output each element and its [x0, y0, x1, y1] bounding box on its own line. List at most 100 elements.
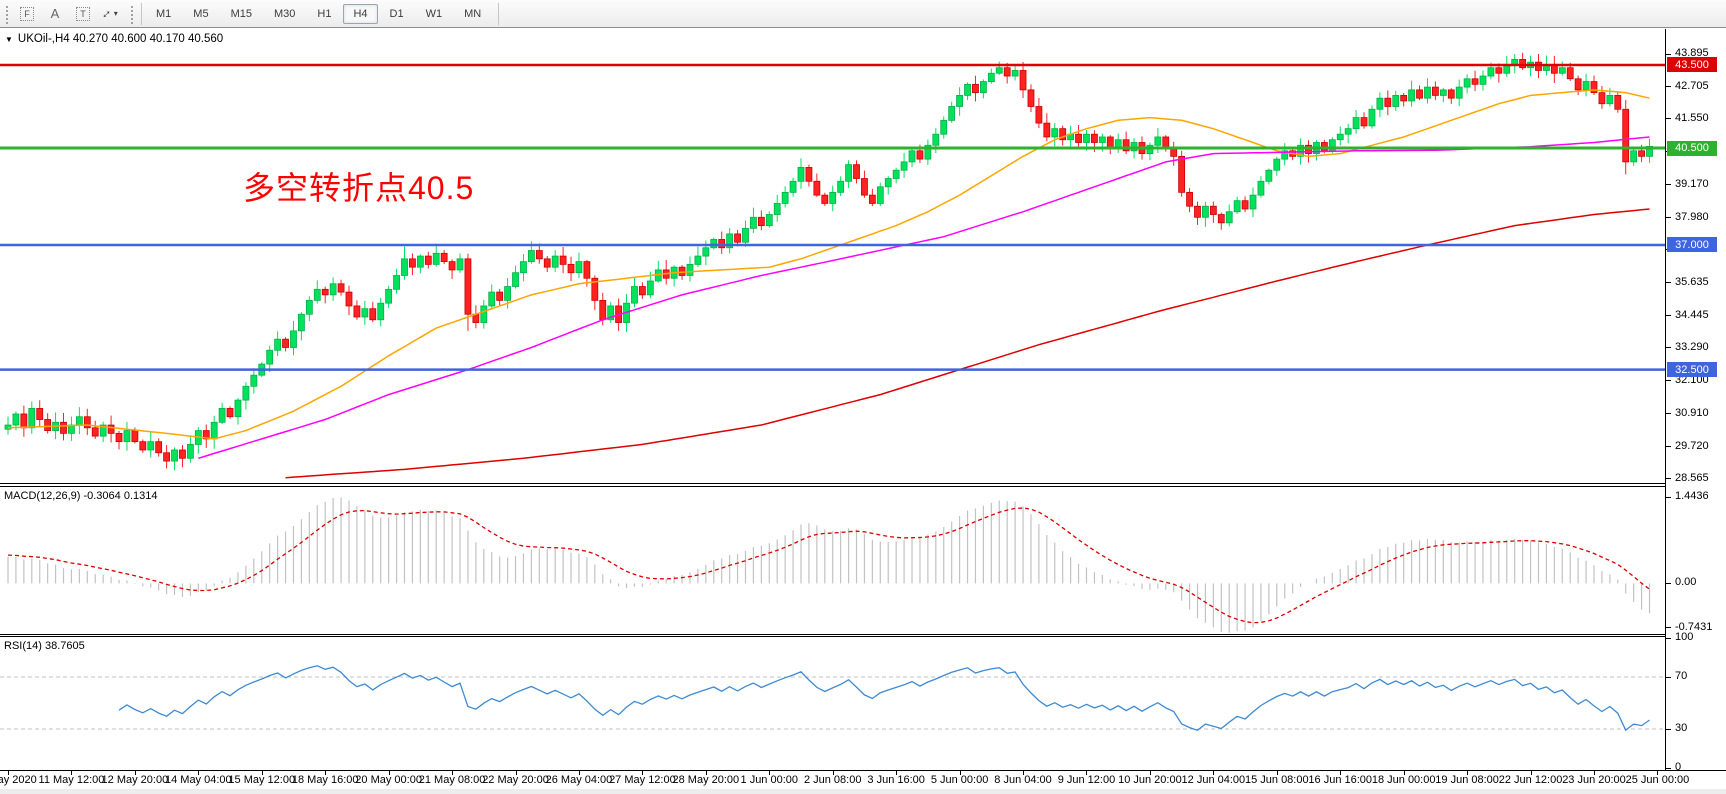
- text-label-button[interactable]: A: [43, 3, 67, 25]
- time-tick-dash: [71, 771, 73, 775]
- price-tick-label: 33.290: [1675, 340, 1709, 353]
- text-box-button[interactable]: T: [71, 3, 95, 25]
- time-tick-label: 12 May 20:00: [101, 774, 169, 786]
- time-tick-label: 19 Jun 08:00: [1435, 774, 1499, 786]
- time-tick-dash: [896, 771, 898, 775]
- time-tick-label: 20 May 00:00: [355, 774, 422, 786]
- arrow-styles-button[interactable]: ↕ ▾: [99, 3, 123, 25]
- time-tick-label: 26 May 04:00: [545, 774, 613, 786]
- rsi-chart[interactable]: [0, 637, 1665, 770]
- time-tick-label: 9 Jun 12:00: [1057, 774, 1116, 786]
- time-tick-dash: [8, 771, 9, 775]
- rsi-tick-dash: [1666, 676, 1671, 678]
- time-tick-label: 14 May 04:00: [164, 774, 232, 786]
- panel-divider[interactable]: [0, 636, 1726, 637]
- text-label-icon: A: [50, 6, 60, 21]
- price-tick-dash: [1666, 217, 1671, 219]
- time-tick-label: 28 May 20:00: [672, 774, 740, 786]
- macd-histogram[interactable]: [7, 497, 1651, 633]
- time-tick-dash: [769, 771, 771, 775]
- time-tick-dash: [1530, 771, 1532, 775]
- price-tick-label: 41.550: [1675, 111, 1709, 124]
- time-tick-dash: [388, 771, 390, 775]
- rsi-tick-dash: [1666, 728, 1671, 730]
- symbol-dropdown-icon[interactable]: ▼: [5, 34, 13, 44]
- tf-button-H4[interactable]: H4: [343, 3, 378, 24]
- time-tick-label: 22 May 20:00: [482, 774, 549, 786]
- rsi-tick-dash: [1666, 637, 1671, 639]
- annotation-text: 多空转折点40.5: [243, 170, 475, 206]
- bottom-strip: [0, 789, 1726, 794]
- symbol-ohlc-text: UKOil-,H4 40.270 40.600 40.170 40.560: [17, 33, 224, 45]
- price-flag-37.000: 37.000: [1667, 237, 1717, 253]
- time-tick-label: 18 Jun 00:00: [1371, 774, 1436, 786]
- toolbar-grip-2[interactable]: [129, 3, 134, 24]
- drawing-tools-group: F A T ↕ ▾: [13, 3, 125, 25]
- time-tick-dash: [1594, 771, 1595, 775]
- price-axis[interactable]: 43.89542.70541.55040.39039.17037.98036.8…: [1665, 29, 1726, 773]
- tf-button-M1[interactable]: M1: [156, 7, 172, 20]
- ma-slow-red[interactable]: [285, 208, 1650, 479]
- price-tick-dash: [1666, 184, 1671, 186]
- tf-button-M5[interactable]: M5: [193, 7, 209, 20]
- price-tick-dash: [1666, 53, 1671, 55]
- time-tick-dash: [642, 771, 644, 775]
- time-tick-dash: [578, 771, 580, 775]
- price-tick-dash: [1666, 380, 1671, 382]
- ma-fast-orange[interactable]: [7, 89, 1650, 440]
- price-tick-label: 28.565: [1675, 471, 1709, 484]
- time-tick-dash: [261, 771, 263, 775]
- tf-button-MN[interactable]: MN: [464, 7, 482, 20]
- macd-chart[interactable]: [0, 487, 1665, 634]
- time-tick-dash: [325, 771, 327, 775]
- macd-tick-label: -0.7431: [1675, 620, 1713, 633]
- price-flag-32.500: 32.500: [1667, 362, 1717, 378]
- time-tick-dash: [515, 771, 517, 775]
- tf-button-M15[interactable]: M15: [230, 7, 252, 20]
- rsi-tick-label: 100: [1675, 631, 1694, 643]
- time-tick-dash: [1657, 771, 1659, 775]
- toolbar-grip[interactable]: [4, 3, 9, 24]
- rsi-tick-label: 0: [1675, 761, 1682, 773]
- dropdown-caret-icon[interactable]: ▾: [113, 9, 118, 18]
- panel-divider: [0, 634, 1726, 635]
- price-tick-label: 37.980: [1675, 210, 1709, 223]
- macd-tick-label: 0.00: [1675, 576, 1697, 589]
- time-tick-label: 15 Jun 08:00: [1244, 774, 1309, 786]
- price-tick-label: 39.170: [1675, 177, 1709, 190]
- time-tick-label: 8 May 2020: [0, 774, 37, 786]
- rsi-line[interactable]: [118, 665, 1650, 732]
- price-tick-label: 35.635: [1675, 275, 1709, 288]
- rsi-label: RSI(14) 38.7605: [4, 640, 85, 652]
- macd-panel[interactable]: MACD(12,26,9) -0.3064 0.1314: [0, 487, 1665, 634]
- tf-button-D1[interactable]: D1: [389, 7, 404, 20]
- time-tick-dash: [1276, 771, 1278, 775]
- time-tick-dash: [832, 771, 834, 775]
- macd-tick-label: 1.4436: [1675, 490, 1709, 503]
- panel-divider: [0, 770, 1726, 771]
- price-flag-43.500: 43.500: [1667, 57, 1717, 73]
- rsi-tick-label: 70: [1675, 670, 1688, 682]
- tf-button-H1[interactable]: H1: [317, 7, 332, 20]
- ma-medium-magenta[interactable]: [198, 136, 1650, 460]
- tf-button-M30[interactable]: M30: [273, 7, 296, 20]
- time-tick-dash: [452, 771, 454, 775]
- price-tick-dash: [1666, 86, 1671, 88]
- macd-signal-line[interactable]: [7, 507, 1650, 624]
- tf-button-W1[interactable]: W1: [425, 7, 443, 20]
- candles[interactable]: [4, 52, 1653, 471]
- rsi-panel[interactable]: RSI(14) 38.7605: [0, 637, 1665, 770]
- time-tick-label: 16 Jun 16:00: [1308, 774, 1373, 786]
- panel-divider[interactable]: [0, 486, 1726, 487]
- rsi-tick-label: 30: [1675, 722, 1688, 734]
- time-tick-label: 23 Jun 20:00: [1562, 774, 1626, 786]
- toolbar: F A T ↕ ▾ M1 M5 M15 M30 H1 H4 D1 W1 MN: [0, 0, 1726, 28]
- main-chart-panel[interactable]: ▼ UKOil-,H4 40.270 40.600 40.170 40.560 …: [0, 29, 1665, 483]
- time-tick-label: 11 May 12:00: [38, 774, 105, 786]
- time-tick-dash: [198, 771, 200, 775]
- fibonacci-grid-button[interactable]: F: [15, 3, 39, 25]
- time-tick-label: 25 Jun 00:00: [1625, 774, 1690, 786]
- time-tick-label: 8 Jun 04:00: [994, 774, 1052, 786]
- candlestick-chart[interactable]: [0, 29, 1665, 483]
